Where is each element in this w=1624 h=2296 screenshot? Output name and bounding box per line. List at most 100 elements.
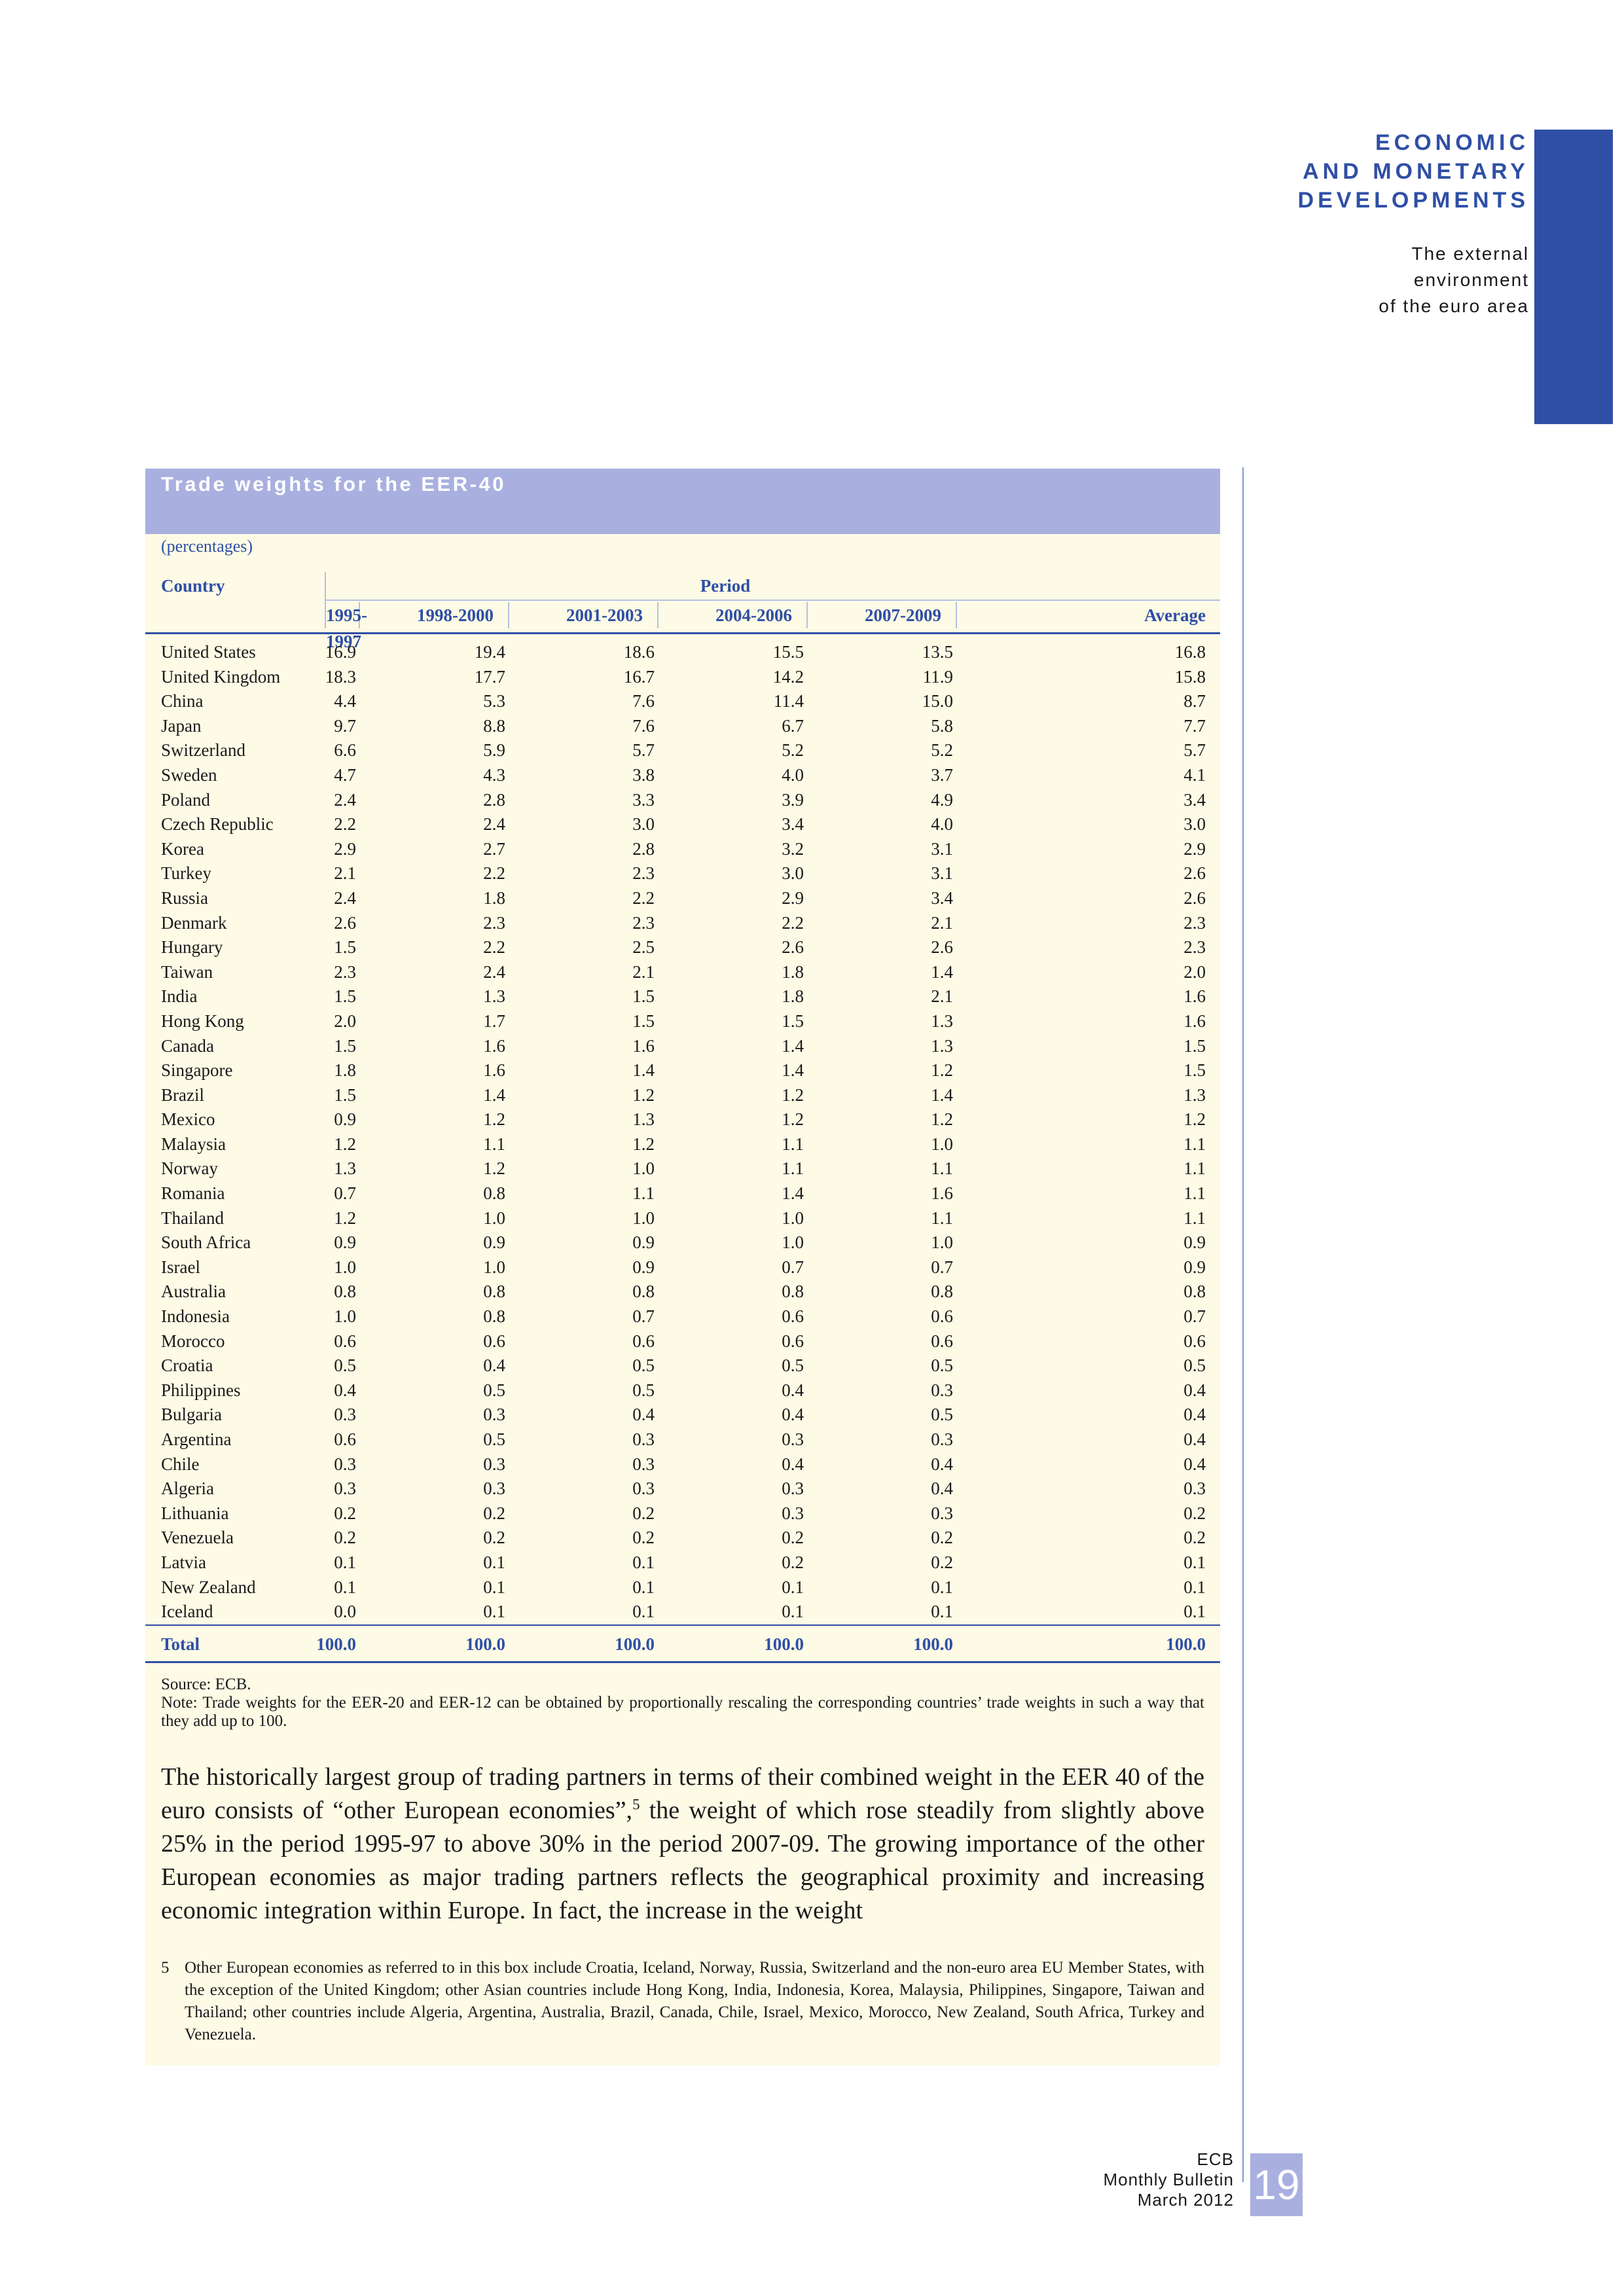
weight-value: 0.3 xyxy=(334,1454,356,1474)
weight-value: 0.2 xyxy=(483,1503,505,1523)
total-rule-bottom xyxy=(145,1661,1220,1663)
weight-value: 1.3 xyxy=(334,1158,356,1179)
weight-value: 1.8 xyxy=(782,986,804,1007)
weight-value: 0.3 xyxy=(931,1380,953,1400)
table-row: Morocco 0.6 0.6 0.6 0.6 0.6 0.6 xyxy=(145,1329,1220,1354)
weight-value: 1.2 xyxy=(483,1109,505,1130)
weight-value: 0.1 xyxy=(931,1602,953,1622)
header-divider xyxy=(325,600,1220,601)
weight-value: 1.4 xyxy=(782,1035,804,1056)
weight-value: 1.5 xyxy=(632,986,655,1007)
weight-value: 0.3 xyxy=(334,1479,356,1499)
table-row: Denmark 2.6 2.3 2.3 2.2 2.1 2.3 xyxy=(145,911,1220,936)
weight-value: 1.3 xyxy=(483,986,505,1007)
weight-value: 0.2 xyxy=(931,1552,953,1572)
weight-value: 1.8 xyxy=(334,1060,356,1081)
page-footer: ECB Monthly Bulletin March 2012 xyxy=(1103,2149,1234,2210)
total-rule-top xyxy=(145,1624,1220,1626)
weight-value: 16.7 xyxy=(623,666,655,687)
table-row: Canada 1.5 1.6 1.6 1.4 1.3 1.5 xyxy=(145,1034,1220,1059)
weight-value: 0.2 xyxy=(782,1528,804,1548)
weight-value: 5.7 xyxy=(1183,740,1206,761)
table-row: Australia 0.8 0.8 0.8 0.8 0.8 0.8 xyxy=(145,1280,1220,1304)
weight-value: 0.8 xyxy=(483,1282,505,1302)
weight-value: 0.6 xyxy=(632,1331,655,1351)
table-row: Iceland 0.0 0.1 0.1 0.1 0.1 0.1 xyxy=(145,1600,1220,1624)
weight-value: 0.6 xyxy=(931,1331,953,1351)
table-row: Philippines 0.4 0.5 0.5 0.4 0.3 0.4 xyxy=(145,1378,1220,1403)
weight-value: 0.2 xyxy=(483,1528,505,1548)
weight-value: 0.9 xyxy=(632,1257,655,1277)
weight-value: 0.2 xyxy=(1183,1528,1206,1548)
weight-value: 0.2 xyxy=(632,1528,655,1548)
table-row: Poland 2.4 2.8 3.3 3.9 4.9 3.4 xyxy=(145,788,1220,813)
country-name: Latvia xyxy=(161,1552,206,1572)
subsection-line: The external xyxy=(1411,243,1529,264)
weight-value: 1.3 xyxy=(1183,1085,1206,1105)
weight-value: 1.0 xyxy=(782,1208,804,1228)
footnote-text: Other European economies as referred to … xyxy=(185,1959,1204,2043)
weight-value: 3.0 xyxy=(632,814,655,834)
section-title-line: AND MONETARY xyxy=(1303,159,1529,184)
total-value: 100.0 xyxy=(465,1634,505,1654)
weight-value: 1.4 xyxy=(931,1085,953,1105)
country-name: Iceland xyxy=(161,1602,213,1622)
table-row: Algeria 0.3 0.3 0.3 0.3 0.4 0.3 xyxy=(145,1477,1220,1501)
country-name: China xyxy=(161,691,204,711)
weight-value: 3.9 xyxy=(782,789,804,810)
table-row: Switzerland 6.6 5.9 5.7 5.2 5.2 5.7 xyxy=(145,738,1220,763)
column-header: 1995-1997 xyxy=(326,602,367,651)
weight-value: 0.1 xyxy=(1183,1577,1206,1597)
weight-value: 2.6 xyxy=(1183,863,1206,884)
table-row: Romania 0.7 0.8 1.1 1.4 1.6 1.1 xyxy=(145,1181,1220,1206)
weight-value: 0.1 xyxy=(1183,1602,1206,1622)
weight-value: 2.1 xyxy=(632,961,655,982)
weight-value: 0.9 xyxy=(334,1232,356,1253)
weight-value: 0.4 xyxy=(931,1479,953,1499)
weight-value: 19.4 xyxy=(474,642,505,662)
weight-value: 2.8 xyxy=(632,838,655,859)
weight-value: 1.6 xyxy=(483,1060,505,1081)
weight-value: 0.3 xyxy=(632,1454,655,1474)
weight-value: 1.2 xyxy=(931,1060,953,1081)
country-name: Chile xyxy=(161,1454,200,1474)
weight-value: 1.1 xyxy=(782,1134,804,1154)
column-header: 2007-2009 xyxy=(808,602,957,628)
weight-value: 5.9 xyxy=(483,740,505,761)
weight-value: 7.6 xyxy=(632,691,655,711)
table-row: Japan 9.7 8.8 7.6 6.7 5.8 7.7 xyxy=(145,714,1220,739)
body-text-part: the weight of which rose steadily from s… xyxy=(161,1797,1204,1924)
page-vertical-rule xyxy=(1242,467,1244,2182)
country-name: Sweden xyxy=(161,764,217,785)
weight-value: 1.3 xyxy=(931,1011,953,1031)
weight-value: 1.1 xyxy=(1183,1183,1206,1204)
weight-value: 0.4 xyxy=(1183,1454,1206,1474)
country-name: Malaysia xyxy=(161,1134,226,1154)
weight-value: 0.9 xyxy=(334,1109,356,1130)
weight-value: 0.4 xyxy=(483,1355,505,1376)
total-value: 100.0 xyxy=(764,1634,804,1654)
weight-value: 15.8 xyxy=(1174,666,1206,687)
page-number: 19 xyxy=(1250,2153,1303,2216)
weight-value: 0.9 xyxy=(1183,1257,1206,1277)
weight-value: 3.1 xyxy=(931,863,953,884)
weight-value: 1.0 xyxy=(483,1208,505,1228)
weight-value: 1.0 xyxy=(931,1134,953,1154)
weight-value: 1.1 xyxy=(1183,1208,1206,1228)
column-headers: 1995-1997 1998-2000 2001-2003 2004-2006 2007… xyxy=(145,602,1220,651)
total-value: 100.0 xyxy=(913,1634,953,1654)
table-body: United States 16.9 19.4 18.6 15.5 13.5 16.8 Uni… xyxy=(145,640,1220,1624)
weight-value: 15.0 xyxy=(922,691,953,711)
weight-value: 1.8 xyxy=(782,961,804,982)
weight-value: 0.4 xyxy=(334,1380,356,1400)
weight-value: 1.5 xyxy=(782,1011,804,1031)
weight-value: 0.5 xyxy=(632,1355,655,1376)
weight-value: 1.2 xyxy=(334,1134,356,1154)
weight-value: 0.5 xyxy=(931,1405,953,1425)
table-row: Russia 2.4 1.8 2.2 2.9 3.4 2.6 xyxy=(145,886,1220,911)
weight-value: 0.2 xyxy=(334,1503,356,1523)
weight-value: 0.8 xyxy=(483,1306,505,1327)
weight-value: 3.4 xyxy=(931,888,953,908)
weight-value: 0.8 xyxy=(483,1183,505,1204)
weight-value: 1.1 xyxy=(782,1158,804,1179)
